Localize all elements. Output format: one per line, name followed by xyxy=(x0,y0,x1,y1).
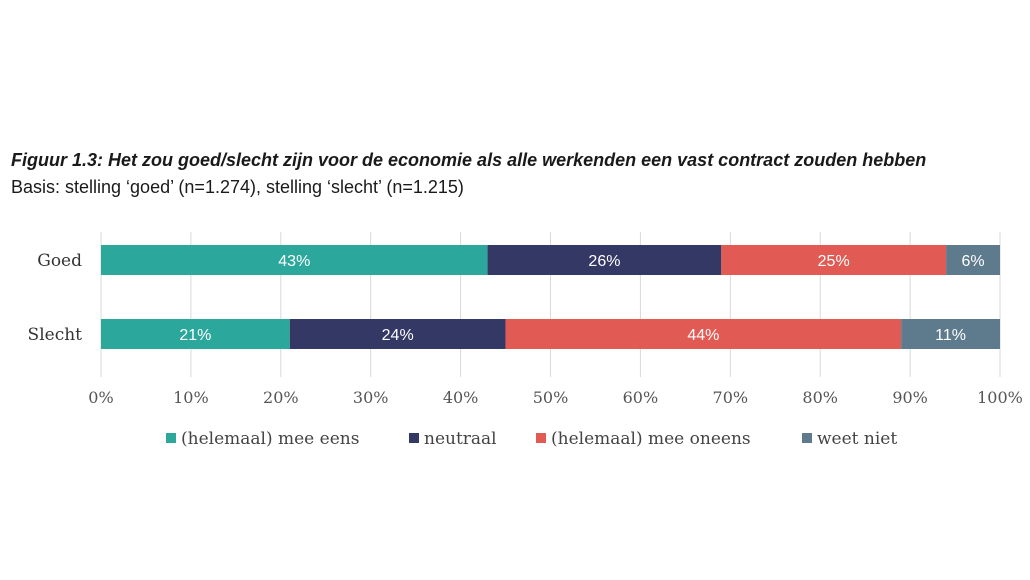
data-label: 6% xyxy=(961,253,984,270)
x-tick-label: 100% xyxy=(977,388,1023,407)
chart-title: Figuur 1.3: Het zou goed/slecht zijn voo… xyxy=(11,150,927,170)
bar-segment xyxy=(505,319,902,349)
x-tick-label: 0% xyxy=(88,388,113,407)
bar-segment xyxy=(289,319,506,349)
legend-label: weet niet xyxy=(817,429,897,449)
data-label: 26% xyxy=(588,253,620,270)
x-tick-label: 30% xyxy=(353,388,389,407)
legend-label: (helemaal) mee oneens xyxy=(551,429,751,449)
x-tick-label: 20% xyxy=(263,388,299,407)
x-tick-label: 90% xyxy=(892,388,928,407)
legend-label: (helemaal) mee eens xyxy=(181,429,359,449)
bar-segment xyxy=(101,319,290,349)
data-label: 11% xyxy=(935,327,966,344)
bar-segment xyxy=(721,245,947,275)
data-label: 43% xyxy=(278,253,310,270)
legend-swatch xyxy=(802,433,812,443)
x-tick-label: 80% xyxy=(802,388,838,407)
x-tick-label: 40% xyxy=(443,388,479,407)
bar-segment xyxy=(101,245,488,275)
legend-label: neutraal xyxy=(424,429,497,449)
chart-subtitle: Basis: stelling ‘goed’ (n=1.274), stelli… xyxy=(11,177,464,197)
x-tick-label: 70% xyxy=(713,388,749,407)
x-tick-label: 50% xyxy=(533,388,569,407)
category-label: Slecht xyxy=(28,325,83,345)
bar-segment xyxy=(901,319,1000,349)
data-label: 24% xyxy=(382,327,414,344)
legend-swatch xyxy=(166,433,176,443)
data-label: 44% xyxy=(687,327,719,344)
legend-swatch xyxy=(536,433,546,443)
category-label: Goed xyxy=(37,251,82,271)
data-label: 21% xyxy=(179,327,211,344)
legend-swatch xyxy=(409,433,419,443)
bar-segment xyxy=(487,245,722,275)
data-label: 25% xyxy=(818,253,850,270)
x-tick-label: 10% xyxy=(173,388,209,407)
bar-segment xyxy=(946,245,1000,275)
x-tick-label: 60% xyxy=(623,388,659,407)
